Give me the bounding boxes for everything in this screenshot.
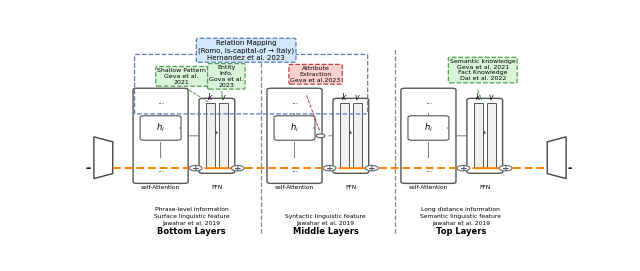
Polygon shape	[94, 137, 113, 179]
Bar	[219, 103, 228, 169]
Circle shape	[316, 134, 325, 138]
Text: +: +	[368, 164, 376, 173]
Text: ...: ...	[291, 97, 298, 106]
Text: ...: ...	[425, 97, 432, 106]
Text: Middle Layers: Middle Layers	[292, 227, 358, 236]
Text: $v$: $v$	[220, 93, 227, 102]
Circle shape	[231, 165, 244, 171]
Text: Long distance information
Semantic linguistic feature
Jawahar et al. 2019: Long distance information Semantic lingu…	[420, 207, 501, 225]
Text: Syntactic linguistic feature
Jawahar et al. 2019: Syntactic linguistic feature Jawahar et …	[285, 214, 366, 225]
Text: Entity
Info.
Gova et al.
2023: Entity Info. Gova et al. 2023	[209, 65, 243, 88]
FancyBboxPatch shape	[401, 88, 456, 183]
Text: +: +	[192, 164, 200, 173]
Text: *: *	[215, 131, 219, 137]
Text: Semantic knowledge
Geva et al. 2021
Fact Knowledge
Dai et al. 2022: Semantic knowledge Geva et al. 2021 Fact…	[450, 59, 516, 81]
Text: +: +	[234, 164, 241, 173]
Text: self-Attention: self-Attention	[409, 185, 448, 191]
Bar	[353, 103, 362, 169]
Text: unembed: unembed	[554, 145, 559, 171]
Text: $k$: $k$	[207, 91, 214, 102]
Circle shape	[189, 165, 202, 171]
FancyBboxPatch shape	[133, 88, 188, 183]
FancyBboxPatch shape	[408, 116, 449, 140]
Text: FFN: FFN	[479, 185, 490, 191]
Text: Phrase-level information
Surface linguistic feature
Jawahar et al. 2019: Phrase-level information Surface linguis…	[154, 207, 229, 225]
Text: $h_i$: $h_i$	[290, 122, 299, 134]
Text: ...: ...	[291, 165, 298, 174]
Text: self-Attention: self-Attention	[275, 185, 314, 191]
Text: self-Attention: self-Attention	[141, 185, 180, 191]
Text: ...: ...	[425, 165, 432, 174]
Text: $k$: $k$	[341, 91, 348, 102]
Text: +: +	[502, 164, 509, 173]
Text: Shallow Pattern
Geva et al.
2021: Shallow Pattern Geva et al. 2021	[157, 68, 206, 85]
Text: FFN: FFN	[345, 185, 356, 191]
Circle shape	[323, 165, 336, 171]
Text: Top Layers: Top Layers	[436, 227, 486, 236]
FancyBboxPatch shape	[333, 98, 369, 173]
Text: +: +	[460, 164, 467, 173]
FancyBboxPatch shape	[267, 88, 322, 183]
Text: embed: embed	[101, 148, 106, 167]
Circle shape	[499, 165, 512, 171]
Text: FFN: FFN	[211, 185, 223, 191]
Text: $k$: $k$	[475, 91, 482, 102]
Text: *: *	[483, 131, 486, 137]
FancyBboxPatch shape	[274, 116, 315, 140]
FancyBboxPatch shape	[199, 98, 235, 173]
Bar	[487, 103, 495, 169]
Text: ...: ...	[157, 97, 164, 106]
Text: +: +	[326, 164, 333, 173]
Text: Relation Mapping
(Romo, is-capital-of → Italy)
Hernandez et al. 2023: Relation Mapping (Romo, is-capital-of → …	[198, 40, 294, 60]
Text: $h_i$: $h_i$	[424, 122, 433, 134]
Bar	[206, 103, 215, 169]
FancyBboxPatch shape	[467, 98, 502, 173]
Text: Attribute
Extraction
Geva et al.2023: Attribute Extraction Geva et al.2023	[291, 66, 340, 83]
Text: $v$: $v$	[354, 93, 360, 102]
FancyBboxPatch shape	[140, 116, 181, 140]
Text: *: *	[349, 131, 353, 137]
Bar	[340, 103, 349, 169]
Polygon shape	[547, 137, 566, 179]
Text: $v$: $v$	[488, 93, 495, 102]
Text: ...: ...	[157, 165, 164, 174]
Circle shape	[457, 165, 470, 171]
Circle shape	[365, 165, 378, 171]
Text: Bottom Layers: Bottom Layers	[157, 227, 226, 236]
Bar	[474, 103, 483, 169]
Text: $h_i$: $h_i$	[156, 122, 165, 134]
